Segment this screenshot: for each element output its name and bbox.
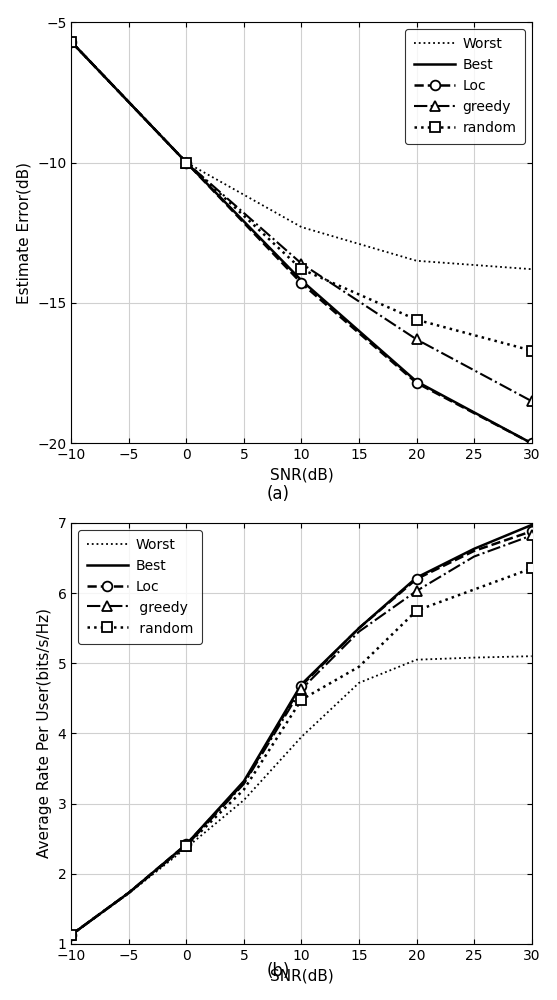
Worst (413, 654, 420, 666)
Worst (298, 731, 305, 743)
greedy (528, 529, 535, 541)
Loc (183, 838, 190, 850)
Line: greedy: greedy (66, 531, 536, 940)
random (413, 314, 420, 326)
greedy (183, 157, 190, 169)
X-axis label: SNR(dB): SNR(dB) (270, 968, 333, 983)
Worst (241, 794, 247, 806)
Y-axis label: Estimate Error(dB): Estimate Error(dB) (17, 162, 32, 304)
Loc (298, 680, 305, 692)
Best (413, 572, 420, 584)
Loc (68, 36, 75, 48)
Best (528, 519, 535, 531)
greedy (528, 395, 535, 407)
Line: Loc: Loc (66, 526, 536, 940)
greedy (413, 585, 420, 597)
Worst (413, 255, 420, 267)
Best (183, 157, 190, 169)
random (413, 605, 420, 617)
Best (356, 622, 363, 634)
Best (528, 437, 535, 449)
Y-axis label: Average Rate Per User(bits/s/Hz): Average Rate Per User(bits/s/Hz) (37, 608, 52, 858)
greedy (298, 683, 305, 695)
Best (413, 375, 420, 387)
Line: greedy: greedy (66, 37, 536, 406)
Loc (183, 157, 190, 169)
Best (68, 36, 75, 48)
Line: random: random (66, 564, 536, 940)
Best (68, 929, 75, 941)
greedy (68, 36, 75, 48)
Line: Loc: Loc (66, 37, 536, 448)
Line: Worst: Worst (71, 656, 531, 935)
Loc (298, 277, 305, 289)
Loc (528, 437, 535, 449)
Best (183, 838, 190, 850)
Line: random: random (66, 37, 536, 355)
greedy (183, 840, 190, 852)
Best (241, 775, 247, 787)
Worst (528, 263, 535, 275)
Line: Best: Best (71, 42, 531, 443)
Loc (528, 525, 535, 537)
random (528, 345, 535, 357)
Line: Worst: Worst (71, 42, 531, 269)
random (183, 157, 190, 169)
Worst (125, 887, 132, 899)
Loc (413, 573, 420, 585)
Best (471, 543, 477, 555)
X-axis label: SNR(dB): SNR(dB) (270, 468, 333, 483)
random (68, 36, 75, 48)
random (183, 840, 190, 852)
Loc (413, 377, 420, 389)
Worst (183, 842, 190, 854)
Worst (183, 157, 190, 169)
greedy (298, 258, 305, 270)
Worst (356, 677, 363, 689)
greedy (413, 333, 420, 345)
Loc (68, 929, 75, 941)
Worst (528, 650, 535, 662)
Best (298, 678, 305, 690)
random (298, 263, 305, 275)
Worst (68, 36, 75, 48)
Legend: Worst, Best, Loc,  greedy,  random: Worst, Best, Loc, greedy, random (79, 530, 202, 644)
Line: Best: Best (71, 525, 531, 935)
Worst (298, 221, 305, 233)
Best (298, 274, 305, 286)
Text: (b): (b) (267, 962, 290, 980)
Text: (a): (a) (267, 485, 290, 503)
Worst (471, 652, 477, 664)
random (528, 562, 535, 574)
greedy (68, 929, 75, 941)
random (298, 694, 305, 706)
random (68, 929, 75, 941)
Best (125, 887, 132, 899)
Legend: Worst, Best, Loc, greedy, random: Worst, Best, Loc, greedy, random (405, 29, 525, 144)
Worst (68, 929, 75, 941)
